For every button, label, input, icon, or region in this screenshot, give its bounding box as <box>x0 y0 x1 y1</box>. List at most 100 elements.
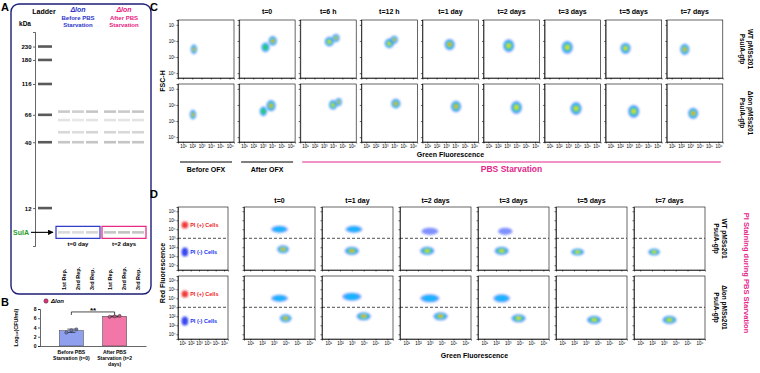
tick-mark <box>360 25 362 26</box>
tick: 10⁴ <box>269 142 276 149</box>
tick-mark <box>243 238 245 239</box>
density-level <box>628 105 639 118</box>
tick-mark <box>652 270 653 272</box>
tick: 10⁶ <box>593 142 600 149</box>
tick <box>652 270 653 272</box>
tick-mark <box>333 78 334 80</box>
tick: 10⁵ <box>462 142 469 149</box>
density-level <box>261 109 265 114</box>
tick: 10¹ <box>363 142 370 149</box>
tick <box>482 121 484 122</box>
tick-mark <box>446 78 447 80</box>
tick: 2 <box>34 334 40 340</box>
tick-mark <box>177 247 179 248</box>
tick <box>243 280 245 281</box>
axis-line <box>177 277 179 340</box>
tick <box>394 78 395 80</box>
tick-mark <box>38 318 40 319</box>
tick-mark <box>177 316 179 317</box>
y-axis <box>555 208 557 271</box>
tick <box>688 270 689 272</box>
tick <box>321 280 323 281</box>
y-axis <box>299 21 301 79</box>
tick <box>399 265 401 266</box>
tick-mark <box>321 238 323 239</box>
column-title: t=0 <box>274 197 284 204</box>
tick: 10⁶ <box>227 142 234 149</box>
tick <box>474 78 475 80</box>
tick-mark <box>477 280 479 281</box>
tick <box>216 270 217 272</box>
density-level <box>395 103 397 105</box>
density-level <box>267 101 274 110</box>
tick-mark <box>543 270 544 272</box>
group-label: Before OFX <box>187 166 226 173</box>
tick-mark <box>604 137 606 138</box>
tick-mark <box>299 105 301 106</box>
band <box>72 141 84 144</box>
tick: 10⁶ <box>532 142 539 149</box>
tick <box>700 78 701 80</box>
population <box>511 101 522 114</box>
population <box>271 226 288 233</box>
tick <box>399 298 401 299</box>
tick <box>299 41 301 42</box>
x-axis <box>635 270 706 272</box>
threshold <box>556 238 627 239</box>
density <box>391 99 400 109</box>
tick <box>191 270 192 272</box>
tick-label: 10⁷ <box>169 23 176 28</box>
density-level <box>652 251 656 254</box>
tick: 180 <box>21 57 35 63</box>
axis-title: FSC-H <box>159 70 166 91</box>
tick-mark <box>177 238 179 239</box>
tick-label: 10¹ <box>302 144 309 149</box>
tick: 10¹ <box>425 142 432 149</box>
tick-mark <box>477 265 479 266</box>
density <box>178 290 228 325</box>
tick-mark <box>549 78 550 80</box>
tick-mark <box>243 316 245 317</box>
tick <box>574 270 575 272</box>
tick <box>555 265 557 266</box>
tick-label: 10⁵ <box>462 144 469 149</box>
tick-mark <box>633 256 635 257</box>
tick-label: 10¹ <box>180 144 187 149</box>
density <box>322 226 393 255</box>
tick-mark <box>477 334 479 335</box>
density-level <box>266 100 275 111</box>
tick-label: 10⁵ <box>169 119 176 124</box>
tick: 10¹ <box>169 254 178 259</box>
legend: Δlon <box>44 298 65 304</box>
tick-mark <box>243 280 245 281</box>
y-axis <box>243 277 245 340</box>
population <box>182 290 189 297</box>
tick <box>199 270 200 272</box>
axis-line <box>362 79 418 80</box>
tick: 10⁵ <box>706 142 713 149</box>
group-time: t=2 days <box>112 241 137 247</box>
tick-label: 10⁶ <box>618 341 625 346</box>
tick: 10³ <box>505 339 512 346</box>
plot-frame <box>361 20 417 78</box>
tick-mark <box>360 73 362 74</box>
tick: 10² <box>169 314 178 319</box>
tick-mark <box>604 73 606 74</box>
band <box>104 141 116 144</box>
tick-label: 10⁶ <box>169 103 176 108</box>
tick-mark <box>633 247 635 248</box>
tick: 10⁴ <box>636 142 643 149</box>
panel-gel: A230180116664012LadderkDaΔlonBefore PBSS… <box>1 1 151 294</box>
tick-label: 66 <box>25 112 32 118</box>
tick-mark <box>520 270 521 272</box>
population <box>182 221 189 228</box>
axis-line <box>482 21 484 79</box>
tick <box>243 256 245 257</box>
tick <box>360 121 362 122</box>
plot-frame <box>244 276 315 339</box>
x-axis: 10¹10²10³10⁴10⁵10⁶ <box>179 142 235 149</box>
tick-label: 10³ <box>169 236 176 241</box>
tick <box>543 25 545 26</box>
tick <box>321 289 323 290</box>
tick <box>399 229 401 230</box>
